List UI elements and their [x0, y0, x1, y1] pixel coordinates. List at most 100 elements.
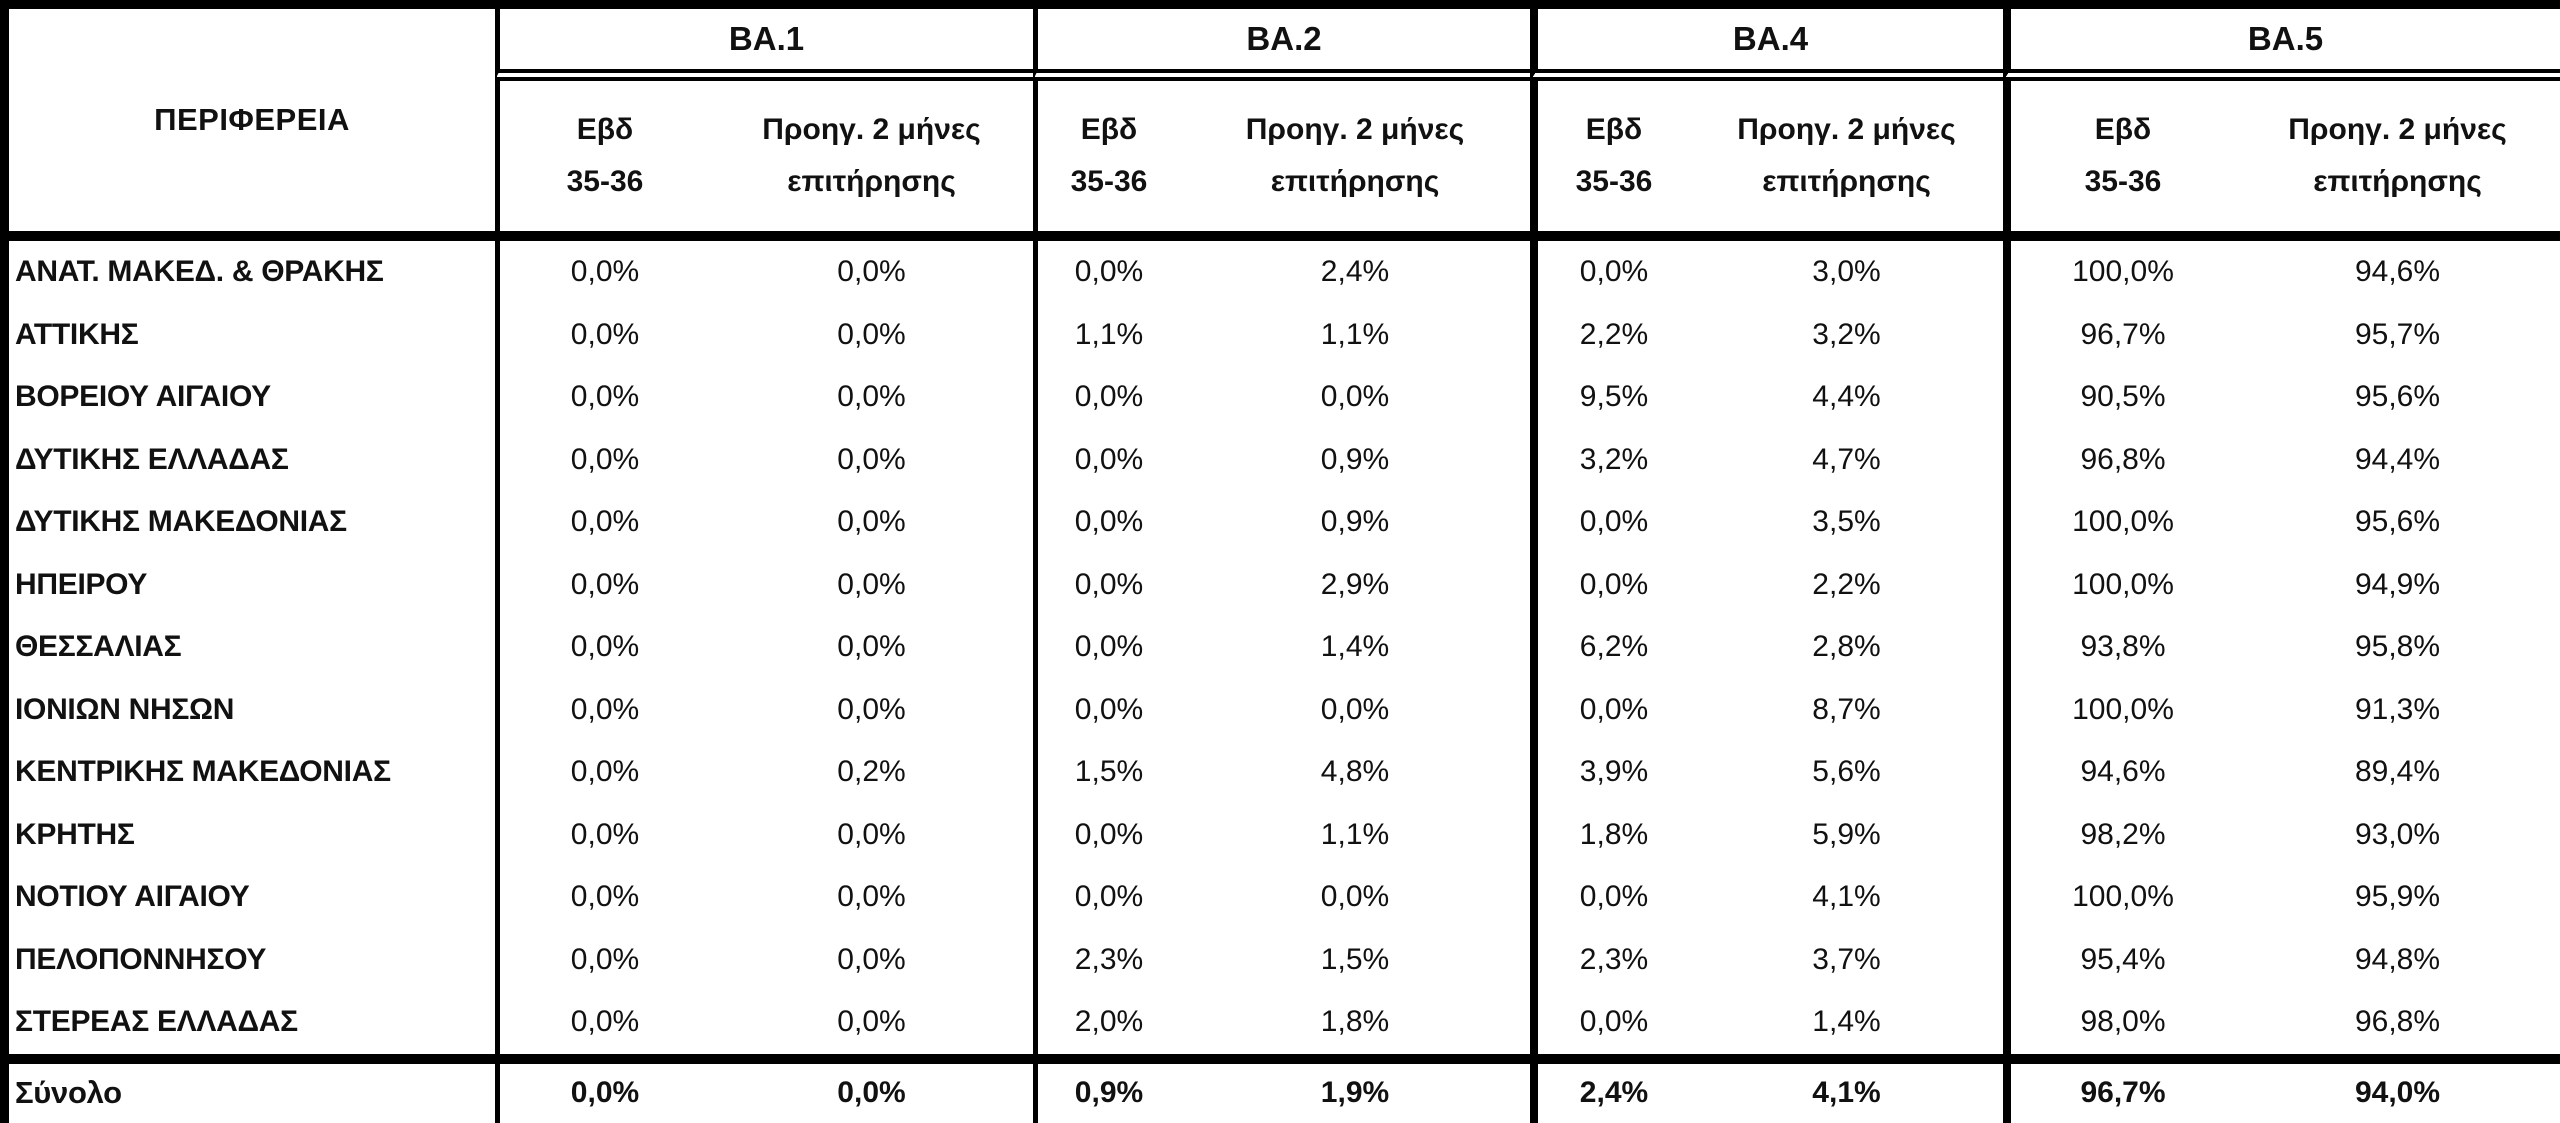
subheader-week-line1: Εβδ: [1080, 113, 1138, 146]
subheader-prev-line2: επιτήρησης: [2313, 165, 2482, 198]
value-cell: 0,0%: [837, 1005, 906, 1039]
value-cell: 96,7%: [2003, 303, 2235, 366]
value-cell: 94,6%: [2003, 741, 2235, 804]
value-cell: 95,6%: [2354, 380, 2441, 414]
subheader-prev-line1: Προηγ. 2 μήνες: [1737, 113, 1956, 146]
region-name: ΔΥΤΙΚΗΣ ΕΛΛΑΔΑΣ: [15, 442, 289, 476]
subheader-week-line1: Εβδ: [1585, 113, 1643, 146]
value-cell: 0,0%: [495, 616, 710, 679]
total-value-cell: 94,0%: [2235, 1053, 2560, 1123]
subheader-week-line2: 35-36: [1575, 165, 1653, 198]
value-cell: 0,0%: [837, 567, 906, 601]
group-header-ba2: BA.2: [1033, 9, 1530, 81]
value-cell: 3,2%: [1812, 317, 1881, 351]
value-cell: 0,0%: [1530, 866, 1690, 929]
total-value-cell: 96,7%: [2003, 1053, 2235, 1123]
value-cell: 95,6%: [2354, 505, 2441, 539]
value-cell: 100,0%: [2003, 553, 2235, 616]
subheader-prev-line1: Προηγ. 2 μήνες: [2288, 113, 2507, 146]
subheader-week-line2: 35-36: [1070, 165, 1148, 198]
value-cell: 96,8%: [2354, 1005, 2441, 1039]
value-cell: 94,9%: [2354, 567, 2441, 601]
region-name: ΑΝΑΤ. ΜΑΚΕΔ. & ΘΡΑΚΗΣ: [15, 255, 384, 289]
region-name: ΚΡΗΤΗΣ: [15, 817, 135, 851]
region-column-header: ΠΕΡΙΦΕΡΕΙΑ: [9, 9, 495, 241]
value-cell: 93,0%: [2354, 817, 2441, 851]
value-cell: 0,0%: [1033, 866, 1180, 929]
value-cell: 0,0%: [1033, 241, 1180, 304]
value-cell: 3,5%: [1812, 505, 1881, 539]
value-cell: 4,4%: [1812, 380, 1881, 414]
value-cell: 95,8%: [2354, 630, 2441, 664]
total-value-cell: 0,0%: [710, 1053, 1033, 1123]
subheader-prev-line1: Προηγ. 2 μήνες: [1245, 113, 1465, 146]
value-cell: 4,1%: [1812, 880, 1881, 914]
region-name: ΙΟΝΙΩΝ ΝΗΣΩΝ: [15, 692, 235, 726]
subheader-ba4-week: Εβδ 35-36: [1530, 81, 1690, 241]
value-cell: 0,0%: [837, 942, 906, 976]
value-cell: 0,0%: [1530, 491, 1690, 554]
value-cell: 2,9%: [1320, 567, 1390, 601]
value-cell: 3,0%: [1812, 255, 1881, 289]
total-value-cell: 4,1%: [1690, 1053, 2003, 1123]
subheader-prev-line2: επιτήρησης: [1762, 165, 1931, 198]
value-cell: 2,4%: [1320, 255, 1390, 289]
value-cell: 0,0%: [1530, 991, 1690, 1054]
region-name: ΣΤΕΡΕΑΣ ΕΛΛΑΔΑΣ: [15, 1005, 298, 1039]
value-cell: 0,0%: [1033, 553, 1180, 616]
value-cell: 0,0%: [495, 866, 710, 929]
value-cell: 9,5%: [1530, 366, 1690, 429]
subheader-ba2-prev: Προηγ. 2 μήνες επιτήρησης: [1180, 81, 1530, 241]
total-value-cell: 0,0%: [495, 1053, 710, 1123]
value-cell: 3,9%: [1530, 741, 1690, 804]
value-cell: 0,0%: [495, 303, 710, 366]
value-cell: 0,0%: [837, 692, 906, 726]
value-cell: 95,9%: [2354, 880, 2441, 914]
value-cell: 0,0%: [495, 241, 710, 304]
value-cell: 98,2%: [2003, 803, 2235, 866]
subheader-week-line2: 35-36: [2084, 165, 2162, 198]
group-header-ba4: BA.4: [1530, 9, 2003, 81]
value-cell: 94,8%: [2354, 942, 2441, 976]
value-cell: 1,1%: [1320, 817, 1390, 851]
value-cell: 4,8%: [1320, 755, 1390, 789]
value-cell: 2,3%: [1530, 928, 1690, 991]
group-header-ba5: BA.5: [2003, 9, 2560, 81]
value-cell: 93,8%: [2003, 616, 2235, 679]
value-cell: 96,8%: [2003, 428, 2235, 491]
region-name: ΠΕΛΟΠΟΝΝΗΣΟΥ: [15, 942, 267, 976]
value-cell: 100,0%: [2003, 241, 2235, 304]
region-name: ΔΥΤΙΚΗΣ ΜΑΚΕΔΟΝΙΑΣ: [15, 505, 347, 539]
value-cell: 3,2%: [1530, 428, 1690, 491]
value-cell: 100,0%: [2003, 678, 2235, 741]
value-cell: 1,1%: [1320, 317, 1390, 351]
subheader-week-line1: Εβδ: [2094, 113, 2152, 146]
value-cell: 0,0%: [837, 880, 906, 914]
value-cell: 0,0%: [837, 505, 906, 539]
value-cell: 0,0%: [1530, 678, 1690, 741]
value-cell: 0,0%: [1033, 616, 1180, 679]
value-cell: 0,0%: [495, 928, 710, 991]
value-cell: 89,4%: [2354, 755, 2441, 789]
value-cell: 95,4%: [2003, 928, 2235, 991]
value-cell: 94,4%: [2354, 442, 2441, 476]
value-cell: 0,0%: [495, 678, 710, 741]
value-cell: 0,0%: [495, 428, 710, 491]
value-cell: 5,9%: [1812, 817, 1881, 851]
value-cell: 100,0%: [2003, 491, 2235, 554]
value-cell: 8,7%: [1812, 692, 1881, 726]
group-header-ba1: BA.1: [495, 9, 1033, 81]
subheader-ba1-week: Εβδ 35-36: [495, 81, 710, 241]
total-value-cell: 2,4%: [1530, 1053, 1690, 1123]
value-cell: 0,9%: [1320, 505, 1390, 539]
value-cell: 0,0%: [1530, 553, 1690, 616]
value-cell: 90,5%: [2003, 366, 2235, 429]
total-value-cell: 0,9%: [1033, 1053, 1180, 1123]
region-name: ΘΕΣΣΑΛΙΑΣ: [15, 630, 182, 664]
value-cell: 1,5%: [1320, 942, 1390, 976]
value-cell: 0,0%: [1320, 692, 1390, 726]
subheader-week-line1: Εβδ: [576, 113, 634, 146]
value-cell: 2,8%: [1812, 630, 1881, 664]
value-cell: 0,0%: [1033, 366, 1180, 429]
subheader-prev-line2: επιτήρησης: [787, 165, 956, 198]
